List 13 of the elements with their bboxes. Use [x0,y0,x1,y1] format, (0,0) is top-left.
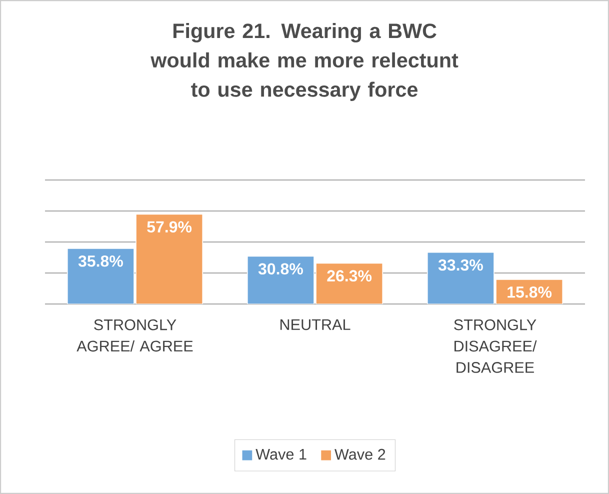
data-label: 15.8% [508,286,552,298]
x-tick-label: STRONGLY AGREE/ AGREE [76,319,193,352]
x-tick-label: NEUTRAL [280,319,350,330]
data-label: 33.3% [438,259,483,271]
bar [136,214,204,304]
chart-title: Figure 21. Wearing a BWC would make me more relectunt to use necessary force [150,23,458,101]
legend-label: Wave 1 [256,449,306,460]
x-tick-label: STRONGLY DISAGREE/ DISAGREE [454,319,537,373]
data-label: 26.3% [327,270,372,282]
legend-label: Wave 2 [334,448,386,460]
data-label: 30.8% [258,263,303,275]
data-label: 35.8% [78,255,123,267]
data-label: 57.9% [147,221,192,233]
